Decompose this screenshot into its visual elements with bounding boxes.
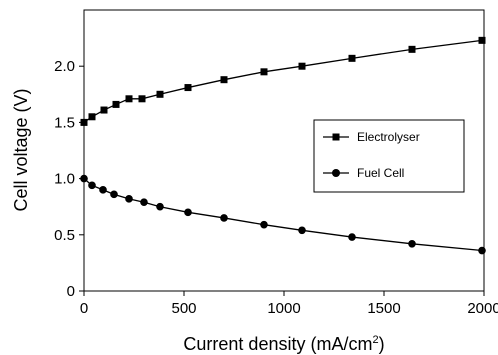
data-point-fuel-cell [125,195,133,203]
data-point-fuel-cell [348,233,356,241]
x-axis-ticks: 0 500 1000 1500 2000 [80,291,498,317]
y-tick-label: 1.5 [54,114,75,131]
data-point-electrolyser [100,106,108,114]
y-axis-ticks: 0 0.5 1.0 1.5 2.0 [54,58,84,300]
legend-fuel-cell-label: Fuel Cell [357,166,404,180]
data-point-fuel-cell [80,174,88,183]
series-line-electrolyser [83,39,483,123]
legend-electrolyser-label: Electrolyser [357,130,420,144]
data-point-fuel-cell [156,202,164,211]
data-point-electrolyser [112,100,120,108]
data-point-fuel-cell [88,181,96,190]
x-tick-label: 500 [171,300,196,317]
data-point-fuel-cell [184,208,192,217]
y-tick-label: 1.0 [54,171,75,188]
data-point-electrolyser [348,54,356,62]
data-point-electrolyser [156,90,164,98]
data-point-electrolyser [220,76,228,84]
data-point-electrolyser [80,118,88,126]
x-axis-title-superscript: 2 [372,334,378,346]
x-axis-title: Current density (mA/cm2) [183,334,384,354]
data-point-electrolyser [125,95,133,103]
data-point-electrolyser [260,68,268,76]
data-point-fuel-cell [478,246,486,255]
data-point-fuel-cell [99,186,107,194]
x-tick-label: 1000 [267,300,300,317]
y-axis-title: Cell voltage (V) [11,88,31,211]
series-layer [80,36,486,255]
x-tick-label: 0 [80,300,88,317]
data-point-fuel-cell [140,198,148,207]
legend-box [313,119,465,193]
data-point-electrolyser [138,95,146,103]
y-tick-label: 2.0 [54,58,75,75]
x-tick-label: 1500 [367,300,400,317]
data-point-fuel-cell [408,239,416,248]
legend-fuel-cell-marker [332,169,340,177]
data-point-electrolyser [478,36,486,44]
data-point-fuel-cell [298,226,306,235]
legend: Electrolyser Fuel Cell [313,119,465,193]
data-point-fuel-cell [220,214,228,222]
y-tick-label: 0.5 [54,227,75,244]
data-point-electrolyser [184,84,192,92]
x-tick-label: 2000 [467,300,498,317]
data-point-fuel-cell [260,220,268,229]
data-point-electrolyser [88,113,96,121]
y-tick-label: 0 [67,283,75,300]
data-point-electrolyser [408,45,416,53]
data-point-electrolyser [298,62,306,70]
legend-electrolyser-marker [332,133,340,141]
data-point-fuel-cell [110,190,118,199]
